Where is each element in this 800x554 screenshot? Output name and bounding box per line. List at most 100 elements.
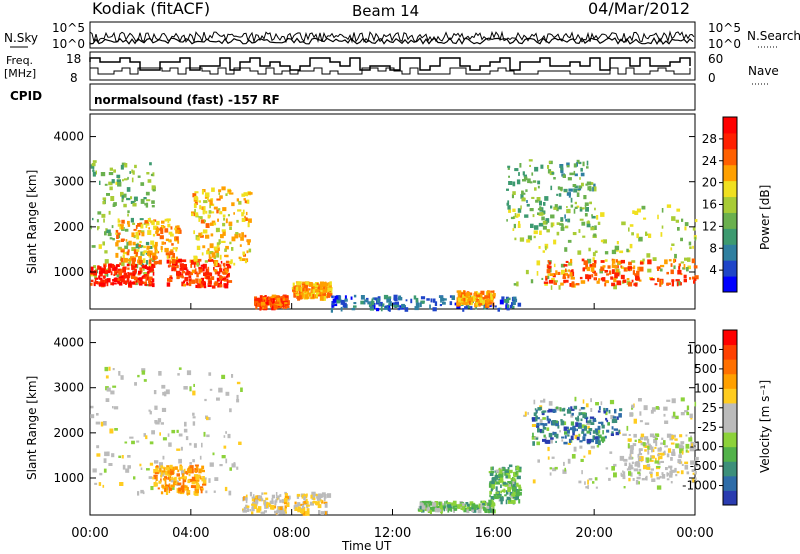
power-cell [531,172,534,176]
power-cell [104,231,107,236]
velocity-cell [284,493,288,498]
power-cell [545,218,550,223]
power-cell [626,278,630,281]
power-cell [200,232,203,236]
velocity-cell [692,447,697,450]
power-cell [316,291,320,297]
velocity-cell [174,466,178,470]
power-cell [121,238,125,241]
power-cell [569,272,573,277]
power-cell [606,273,609,276]
power-cell [208,210,212,214]
velocity-cell [323,497,326,501]
velocity-cell [256,508,261,513]
power-cell [228,221,233,226]
velocity-cell [438,501,441,506]
velocity-cell [623,486,626,489]
power-cell [590,266,595,272]
velocity-colorbar-swatch [723,446,737,462]
power-cell [312,289,316,294]
velocity-cell [98,482,102,486]
power-cell [454,302,457,306]
power-cell [132,222,135,225]
power-cell [507,205,511,210]
power-cell [147,251,151,256]
power-cell [174,236,176,241]
power-cell [675,219,679,223]
power-cell [547,260,550,263]
power-cell [677,227,680,231]
power-cell [294,295,296,298]
power-cell [141,231,145,237]
power-cell [102,200,106,205]
velocity-cell [638,481,640,485]
velocity-cell [613,418,618,423]
power-cell [573,163,577,168]
power-cell [616,269,619,273]
power-cell [586,266,590,272]
power-cell [440,298,442,303]
power-cell [187,283,191,286]
power-cell [571,281,575,287]
velocity-cell [466,503,470,507]
power-cell [236,219,239,223]
power-cell [264,295,267,298]
power-cell [169,275,173,278]
power-cell [132,273,135,276]
power-cell [678,266,681,270]
power-cell [221,186,226,191]
velocity-cell [629,449,634,455]
power-cell [677,269,682,275]
power-cell [244,200,247,204]
power-cell [536,197,541,201]
power-cell [285,305,290,308]
velocity-cell [686,405,690,411]
velocity-cell [180,446,183,451]
power-cell [541,216,545,221]
power-cell [304,294,309,299]
power-y-tick-label: 2000 [53,220,84,234]
power-cell [143,197,147,200]
power-cell [211,220,216,224]
velocity-cell [579,445,583,449]
power-cell [126,187,131,192]
velocity-cell [590,445,595,449]
velocity-cell [613,428,618,431]
velocity-cell [491,484,495,487]
power-cell [311,293,313,297]
power-cell [576,205,580,208]
power-cell [508,209,512,213]
velocity-cell [162,437,167,441]
velocity-cell [158,371,162,376]
velocity-cell [650,409,654,414]
velocity-cell [567,434,570,437]
velocity-cell [204,398,207,402]
velocity-cell [156,465,159,470]
velocity-cell [189,462,192,465]
velocity-cell [500,474,504,478]
power-cell [582,235,586,238]
power-cell [111,179,115,184]
velocity-cell [490,506,493,511]
velocity-cell [549,472,552,476]
power-cell [224,267,229,272]
power-cell [198,266,203,270]
velocity-cell [448,508,452,511]
power-cell [331,301,335,306]
power-cell [220,280,222,285]
power-cell [648,233,652,238]
velocity-cell [639,420,643,423]
velocity-cell [500,484,502,488]
power-cell [209,243,214,249]
power-cell [131,281,135,285]
power-cell [604,270,609,273]
power-colorbar-tick-label: 16 [702,198,717,212]
velocity-cell [504,494,507,497]
velocity-cell [221,455,226,459]
velocity-cell [465,502,469,505]
velocity-cell [118,371,121,376]
power-cell [582,161,585,167]
power-cell [144,203,147,206]
velocity-cell [187,479,191,484]
power-cell [216,252,220,258]
